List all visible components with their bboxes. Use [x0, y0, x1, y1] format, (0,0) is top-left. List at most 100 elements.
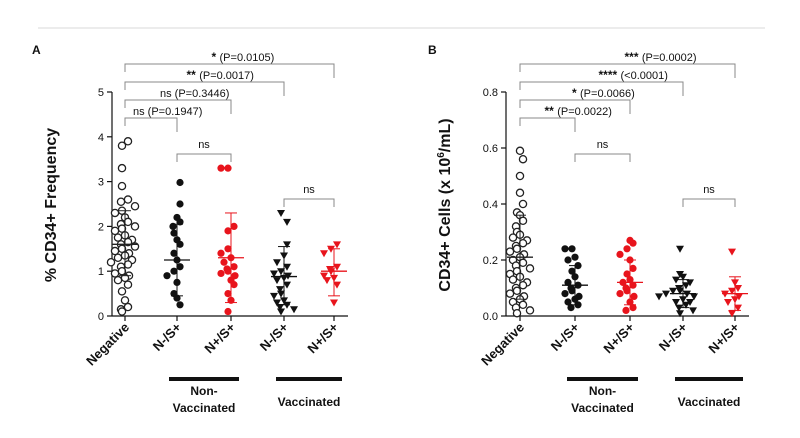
- comparison-label: *** (P=0.0002): [625, 50, 697, 64]
- comparison-bracket: [519, 81, 684, 96]
- group-label-line: Non-: [190, 384, 217, 398]
- data-point: [176, 178, 184, 187]
- data-point: [330, 299, 338, 307]
- x-category-label: N-/S+: [150, 319, 185, 354]
- data-point: [117, 181, 127, 191]
- y-tick-label: 0.2: [483, 255, 498, 267]
- comparison-label: * (P=0.0066): [572, 86, 635, 100]
- group-label: Vaccinated: [678, 395, 741, 409]
- panel-a: A % CD34+ Frequency 0 1 2 3 4 5 Negative N-/S+ N…: [32, 43, 348, 415]
- data-point: [728, 310, 736, 318]
- data-point: [525, 264, 535, 273]
- data-point: [163, 272, 171, 280]
- data-point: [629, 239, 637, 247]
- data-point: [690, 293, 698, 301]
- data-point: [110, 246, 120, 256]
- data-point: [728, 287, 736, 295]
- data-point: [110, 226, 120, 236]
- data-point: [283, 281, 291, 289]
- comparison-stars: *: [572, 86, 580, 100]
- y-tick-label: 5: [98, 87, 104, 99]
- data-point: [176, 240, 184, 248]
- data-point: [518, 154, 528, 164]
- comparison-bracket: [176, 153, 232, 162]
- comparison-bracket: [283, 198, 335, 207]
- data-point: [117, 163, 127, 173]
- data-point: [283, 218, 291, 226]
- data-point: [123, 195, 133, 204]
- y-axis-label-b-end: /mL): [437, 118, 454, 152]
- comparison-text: (<0.0001): [621, 70, 668, 82]
- data-point: [117, 141, 127, 151]
- data-point: [230, 281, 238, 289]
- comparison-bracket: [574, 153, 631, 162]
- data-point: [505, 289, 515, 298]
- data-point: [230, 263, 238, 271]
- y-tick-label: 0: [98, 311, 104, 323]
- data-point: [333, 241, 341, 249]
- data-point: [113, 253, 123, 263]
- data-point: [123, 280, 133, 289]
- data-point: [117, 307, 127, 316]
- data-point: [276, 304, 284, 312]
- data-point: [561, 245, 569, 253]
- data-point: [120, 296, 130, 305]
- comparison-label: ns: [703, 184, 715, 196]
- data-point: [277, 209, 285, 217]
- y-tick-label: 0.4: [483, 199, 498, 211]
- data-point: [629, 304, 637, 312]
- data-point: [333, 263, 341, 271]
- data-point: [113, 275, 123, 285]
- data-point: [273, 299, 281, 307]
- data-point: [320, 272, 328, 280]
- data-point: [734, 285, 742, 292]
- y-axis-label-b-sup: 6: [436, 152, 447, 158]
- data-point: [110, 208, 120, 218]
- group-label-line: Non-: [589, 384, 616, 398]
- data-point: [508, 233, 518, 242]
- data-point: [512, 308, 522, 318]
- data-point: [277, 308, 285, 316]
- x-category-label: N+/S+: [304, 319, 341, 356]
- x-category-label: N-/S+: [548, 319, 583, 354]
- data-point: [290, 306, 298, 314]
- data-point: [110, 269, 120, 278]
- group-label-line: Vaccinated: [278, 395, 341, 409]
- comparison-label: ns: [303, 184, 315, 196]
- data-point: [630, 292, 638, 300]
- data-point: [277, 268, 285, 276]
- comparison-label: ** (P=0.0017): [187, 68, 254, 82]
- data-point: [655, 293, 663, 301]
- data-point: [515, 146, 525, 156]
- data-point: [270, 270, 278, 278]
- x-category-label: Negative: [478, 320, 527, 369]
- comparison-bracket: [124, 99, 232, 114]
- group-label-line: Vaccinated: [678, 395, 741, 409]
- data-point: [567, 304, 575, 312]
- comparison-stars: **: [187, 68, 200, 82]
- data-point: [217, 269, 225, 278]
- data-point: [518, 280, 528, 290]
- group-bar: [675, 377, 743, 381]
- comparison-text: (P=0.0022): [557, 106, 612, 118]
- data-point: [682, 282, 690, 290]
- panel-b: B CD34+ Cells (x 106/mL) 0.0 0.2 0.4 0.6 0.8…: [428, 43, 749, 415]
- group-label-line: Vaccinated: [173, 401, 236, 415]
- y-tick-label: 0.0: [483, 311, 498, 323]
- comparison-label: ** (P=0.0022): [545, 104, 612, 118]
- comparison-label: ns (P=0.1947): [133, 106, 202, 118]
- group-label-line: Vaccinated: [571, 401, 634, 415]
- data-point: [561, 290, 569, 298]
- panel-letter-a: A: [32, 43, 41, 57]
- x-category-label: Negative: [83, 320, 132, 369]
- data-point: [323, 277, 331, 285]
- data-point: [224, 227, 232, 235]
- data-point: [525, 306, 535, 315]
- data-point: [170, 229, 178, 237]
- data-point: [224, 290, 232, 298]
- comparison-text: ns (P=0.3446): [160, 88, 229, 100]
- data-point: [270, 292, 278, 300]
- group-bar: [567, 377, 638, 381]
- data-point: [518, 258, 528, 268]
- data-point: [283, 241, 291, 249]
